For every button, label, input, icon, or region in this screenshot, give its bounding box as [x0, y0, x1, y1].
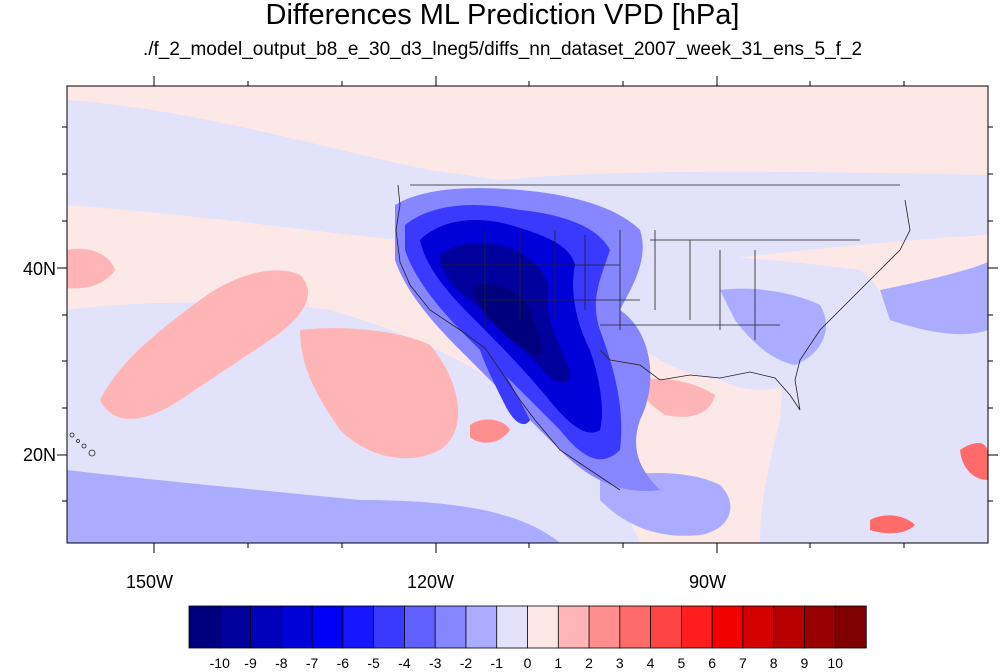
axis-ticks: [57, 76, 998, 553]
colorbar-swatch: [280, 605, 313, 649]
colorbar-swatch: [680, 605, 713, 649]
colorbar-label: -3: [428, 655, 442, 671]
colorbar-swatch: [557, 605, 590, 649]
contour-neg2-atlantic: [880, 262, 988, 335]
colorbar-label: 0: [523, 655, 532, 671]
contour-neg10-core: [474, 283, 542, 355]
contour-pos1-pacific-south: [300, 328, 459, 459]
colorbar-swatch: [804, 605, 836, 649]
colorbar-swatch: [496, 605, 529, 649]
colorbar-swatch: [219, 605, 252, 649]
contour-pos3-east-edge: [960, 443, 988, 480]
lat-label-40n: 40N: [23, 259, 57, 279]
lon-label-90w: 90W: [689, 572, 727, 592]
colorbar-label: 3: [615, 655, 624, 671]
contour-pos2-pacific-patch: [470, 419, 510, 443]
colorbar-swatch: [404, 605, 436, 649]
coastlines: [395, 184, 911, 491]
colorbar-label: -8: [275, 655, 288, 671]
colorbar-label: -10: [209, 655, 230, 671]
colorbar-swatch: [742, 605, 775, 649]
contour-neg2-east-us: [720, 288, 826, 365]
contour-baja-coast: [480, 345, 530, 425]
colorbar-swatch: [465, 605, 498, 649]
colorbar-swatch: [834, 605, 867, 649]
colorbar-swatch: [250, 605, 283, 649]
colorbar-label: 4: [646, 655, 655, 671]
contour-pos3-southeast: [870, 515, 915, 534]
colorbar-label: 9: [800, 655, 809, 671]
colorbar: [188, 605, 867, 649]
colorbar-label: 1: [554, 655, 563, 671]
lat-label-20n: 20N: [23, 445, 57, 465]
colorbar-swatch: [650, 605, 683, 649]
contour-pos1-pacific-high: [100, 270, 309, 419]
lon-label-120w: 120W: [407, 572, 455, 592]
contour-pos1-west-edge: [67, 248, 115, 289]
difference-field: [67, 86, 988, 543]
contour-neg2-south-pacific: [67, 470, 560, 543]
colorbar-swatch: [773, 605, 806, 649]
colorbar-label: 10: [827, 655, 844, 671]
colorbar-label: -1: [490, 655, 503, 671]
colorbar-label: 7: [739, 655, 747, 671]
colorbar-swatch: [373, 605, 406, 649]
colorbar-swatch: [188, 605, 221, 649]
colorbar-label: 8: [769, 655, 778, 671]
colorbar-label: -4: [398, 655, 411, 671]
map-title: Differences ML Prediction VPD [hPa]: [265, 0, 740, 31]
contour-pos1-gulf-mexico: [640, 378, 715, 417]
colorbar-label: -5: [367, 655, 380, 671]
colorbar-label: 5: [677, 655, 686, 671]
lon-label-150w: 150W: [126, 572, 174, 592]
colorbar-label: -7: [305, 655, 319, 671]
colorbar-label: -9: [244, 655, 257, 671]
colorbar-label: -2: [459, 655, 473, 671]
colorbar-label: 2: [585, 655, 593, 671]
colorbar-swatch: [342, 605, 375, 649]
hawaii-islands: [69, 432, 96, 457]
colorbar-swatch: [527, 605, 559, 649]
colorbar-swatch: [711, 605, 744, 649]
colorbar-swatch: [619, 605, 652, 649]
colorbar-swatch: [588, 605, 621, 649]
colorbar-swatch: [311, 605, 344, 649]
colorbar-label: 6: [708, 655, 717, 671]
colorbar-label: -6: [336, 655, 350, 671]
colorbar-swatch: [434, 605, 467, 649]
map-subtitle: ./f_2_model_output_b8_e_30_d3_lneg5/diff…: [142, 39, 863, 60]
